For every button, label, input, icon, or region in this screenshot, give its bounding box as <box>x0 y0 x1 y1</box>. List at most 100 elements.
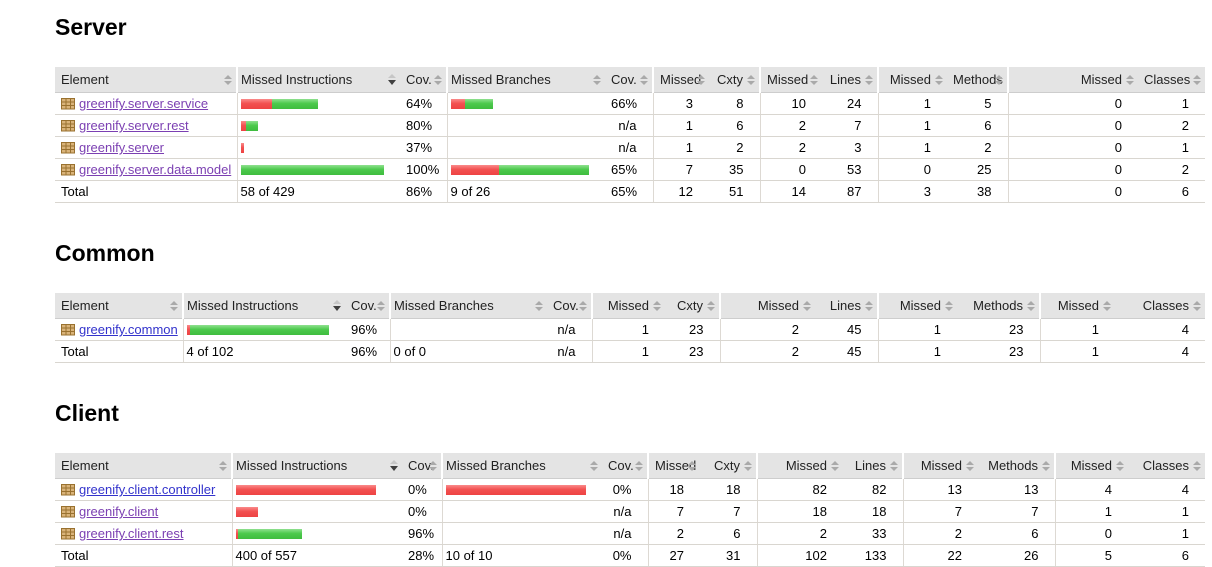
cxty-cell: 2 <box>709 136 760 159</box>
column-header-missed-branches[interactable]: Missed Branches <box>441 453 602 479</box>
branches-bar-cell <box>446 92 605 115</box>
column-header-element[interactable]: Element <box>55 67 237 93</box>
column-header-missed-branches[interactable]: Missed Branches <box>446 67 605 93</box>
sort-icon <box>965 460 974 472</box>
branches-bar-cell <box>446 158 605 181</box>
column-header-label: Cxty <box>677 298 703 313</box>
column-header-cxty[interactable]: Cxty <box>700 453 757 479</box>
column-header-missed-instructions[interactable]: Missed Instructions <box>231 453 402 479</box>
column-header-missed-cxty[interactable]: Missed <box>652 67 709 93</box>
column-header-missed-cxty[interactable]: Missed <box>591 293 665 319</box>
column-header-missed-classes[interactable]: Missed <box>1054 453 1128 479</box>
branches-coverage-cell: 0% <box>602 478 648 501</box>
column-header-label: Missed <box>920 458 962 473</box>
total-methods: 23 <box>957 340 1040 363</box>
column-header-missed-lines[interactable]: Missed <box>756 453 843 479</box>
package-link[interactable]: greenify.client.rest <box>79 526 184 541</box>
column-header-branches-cov[interactable]: Cov. <box>605 67 653 93</box>
column-header-label: Methods <box>973 298 1023 313</box>
missed-methods-cell: 1 <box>877 114 947 137</box>
column-header-cxty[interactable]: Cxty <box>709 67 760 93</box>
sort-icon <box>864 74 873 86</box>
column-header-label: Cov. <box>611 72 637 87</box>
column-header-label: Missed <box>889 72 931 87</box>
column-header-missed-branches[interactable]: Missed Branches <box>389 293 547 319</box>
column-header-element[interactable]: Element <box>55 453 232 479</box>
sort-icon <box>589 460 598 472</box>
column-header-lines[interactable]: Lines <box>815 293 878 319</box>
missed-cxty-cell: 7 <box>652 158 709 181</box>
classes-cell: 4 <box>1128 478 1205 501</box>
column-header-label: Missed <box>1057 298 1099 313</box>
instructions-coverage-cell: 80% <box>400 114 447 137</box>
column-header-missed-methods[interactable]: Missed <box>877 67 947 93</box>
package-link[interactable]: greenify.server.service <box>79 96 209 111</box>
total-instructions-cov: 86% <box>400 180 447 203</box>
column-header-label: Cov. <box>408 458 434 473</box>
sort-icon <box>1041 460 1050 472</box>
column-header-lines[interactable]: Lines <box>843 453 903 479</box>
missed-bar-segment <box>445 484 586 495</box>
table-header-row: Element Missed Instructions Cov. Missed … <box>55 453 1205 479</box>
classes-cell: 4 <box>1115 318 1205 341</box>
column-header-missed-instructions[interactable]: Missed Instructions <box>236 67 400 93</box>
instructions-bar-cell <box>236 92 400 115</box>
total-methods: 26 <box>978 544 1055 567</box>
column-header-label: Lines <box>829 298 861 313</box>
package-link[interactable]: greenify.server <box>79 140 165 155</box>
column-header-missed-instructions[interactable]: Missed Instructions <box>182 293 345 319</box>
total-branches-cov: 0% <box>602 544 648 567</box>
branches-bar-cell <box>446 136 605 159</box>
missed-methods-cell: 7 <box>902 500 978 523</box>
package-icon <box>61 323 75 336</box>
sort-icon <box>433 74 442 86</box>
cxty-cell: 8 <box>709 92 760 115</box>
column-header-methods[interactable]: Methods <box>978 453 1055 479</box>
column-header-missed-lines[interactable]: Missed <box>719 293 815 319</box>
column-header-missed-cxty[interactable]: Missed <box>647 453 700 479</box>
missed-bar-segment <box>235 484 376 495</box>
column-header-instructions-cov[interactable]: Cov. <box>402 453 442 479</box>
column-header-missed-methods[interactable]: Missed <box>877 293 957 319</box>
package-link[interactable]: greenify.server.data.model <box>79 162 232 177</box>
branches-bar-cell <box>446 114 605 137</box>
column-header-label: Missed <box>607 298 649 313</box>
package-link[interactable]: greenify.client <box>79 504 159 519</box>
column-header-methods[interactable]: Methods <box>947 67 1008 93</box>
column-header-instructions-cov[interactable]: Cov. <box>345 293 390 319</box>
sort-icon <box>696 74 705 86</box>
sort-icon <box>1026 300 1035 312</box>
column-header-branches-cov[interactable]: Cov. <box>547 293 592 319</box>
instructions-bar-cell <box>231 522 402 545</box>
column-header-missed-lines[interactable]: Missed <box>759 67 822 93</box>
column-header-classes[interactable]: Classes <box>1115 293 1205 319</box>
column-header-instructions-cov[interactable]: Cov. <box>400 67 447 93</box>
column-header-methods[interactable]: Methods <box>957 293 1040 319</box>
instructions-bar <box>235 528 387 539</box>
column-header-classes[interactable]: Classes <box>1138 67 1205 93</box>
total-missed-cxty: 12 <box>652 180 709 203</box>
column-header-missed-classes[interactable]: Missed <box>1007 67 1138 93</box>
column-header-branches-cov[interactable]: Cov. <box>602 453 648 479</box>
column-header-cxty[interactable]: Cxty <box>665 293 720 319</box>
element-cell: greenify.server.service <box>55 92 237 115</box>
element-cell: greenify.client.rest <box>55 522 232 545</box>
lines-cell: 7 <box>822 114 878 137</box>
column-header-classes[interactable]: Classes <box>1128 453 1205 479</box>
sort-icon <box>534 300 543 312</box>
column-header-missed-classes[interactable]: Missed <box>1039 293 1115 319</box>
column-header-label: Cxty <box>717 72 743 87</box>
methods-cell: 6 <box>978 522 1055 545</box>
total-missed-classes: 1 <box>1039 340 1115 363</box>
column-header-lines[interactable]: Lines <box>822 67 878 93</box>
package-link[interactable]: greenify.common <box>79 322 178 337</box>
column-header-label: Missed <box>757 298 799 313</box>
column-header-label: Cov. <box>553 298 579 313</box>
column-header-missed-methods[interactable]: Missed <box>902 453 978 479</box>
branches-coverage-cell: n/a <box>547 318 592 341</box>
missed-lines-cell: 0 <box>759 158 822 181</box>
package-link[interactable]: greenify.client.controller <box>79 482 216 497</box>
package-link[interactable]: greenify.server.rest <box>79 118 189 133</box>
total-branches: 9 of 26 <box>446 180 605 203</box>
column-header-element[interactable]: Element <box>55 293 183 319</box>
